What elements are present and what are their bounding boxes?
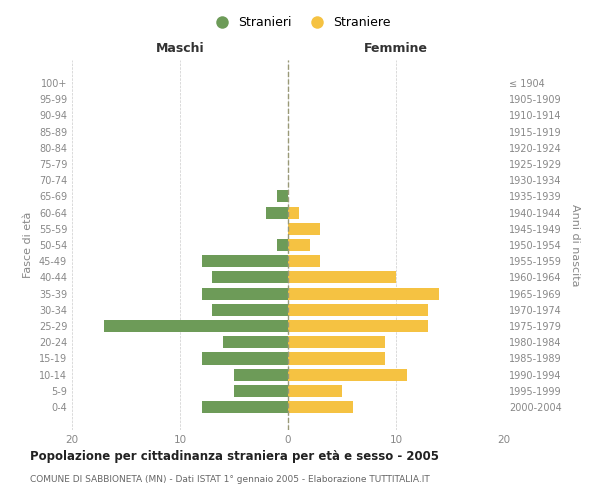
Text: Maschi: Maschi bbox=[155, 42, 205, 56]
Bar bbox=[277, 190, 288, 202]
Bar bbox=[202, 288, 288, 300]
Bar bbox=[202, 255, 288, 268]
Bar bbox=[288, 239, 310, 251]
Text: Popolazione per cittadinanza straniera per età e sesso - 2005: Popolazione per cittadinanza straniera p… bbox=[30, 450, 439, 463]
Bar bbox=[288, 385, 342, 397]
Y-axis label: Fasce di età: Fasce di età bbox=[23, 212, 33, 278]
Bar bbox=[234, 385, 288, 397]
Legend: Stranieri, Straniere: Stranieri, Straniere bbox=[205, 11, 395, 34]
Bar bbox=[212, 272, 288, 283]
Text: Femmine: Femmine bbox=[364, 42, 428, 56]
Bar bbox=[288, 304, 428, 316]
Bar bbox=[288, 206, 299, 218]
Text: COMUNE DI SABBIONETA (MN) - Dati ISTAT 1° gennaio 2005 - Elaborazione TUTTITALIA: COMUNE DI SABBIONETA (MN) - Dati ISTAT 1… bbox=[30, 475, 430, 484]
Bar bbox=[288, 272, 396, 283]
Bar bbox=[223, 336, 288, 348]
Bar bbox=[266, 206, 288, 218]
Bar bbox=[288, 352, 385, 364]
Bar bbox=[288, 288, 439, 300]
Bar bbox=[288, 255, 320, 268]
Bar bbox=[202, 352, 288, 364]
Bar bbox=[277, 239, 288, 251]
Bar bbox=[288, 336, 385, 348]
Bar bbox=[288, 368, 407, 381]
Bar bbox=[202, 401, 288, 413]
Bar bbox=[234, 368, 288, 381]
Bar bbox=[104, 320, 288, 332]
Bar bbox=[288, 401, 353, 413]
Bar bbox=[288, 222, 320, 235]
Bar bbox=[212, 304, 288, 316]
Bar bbox=[288, 320, 428, 332]
Y-axis label: Anni di nascita: Anni di nascita bbox=[570, 204, 580, 286]
